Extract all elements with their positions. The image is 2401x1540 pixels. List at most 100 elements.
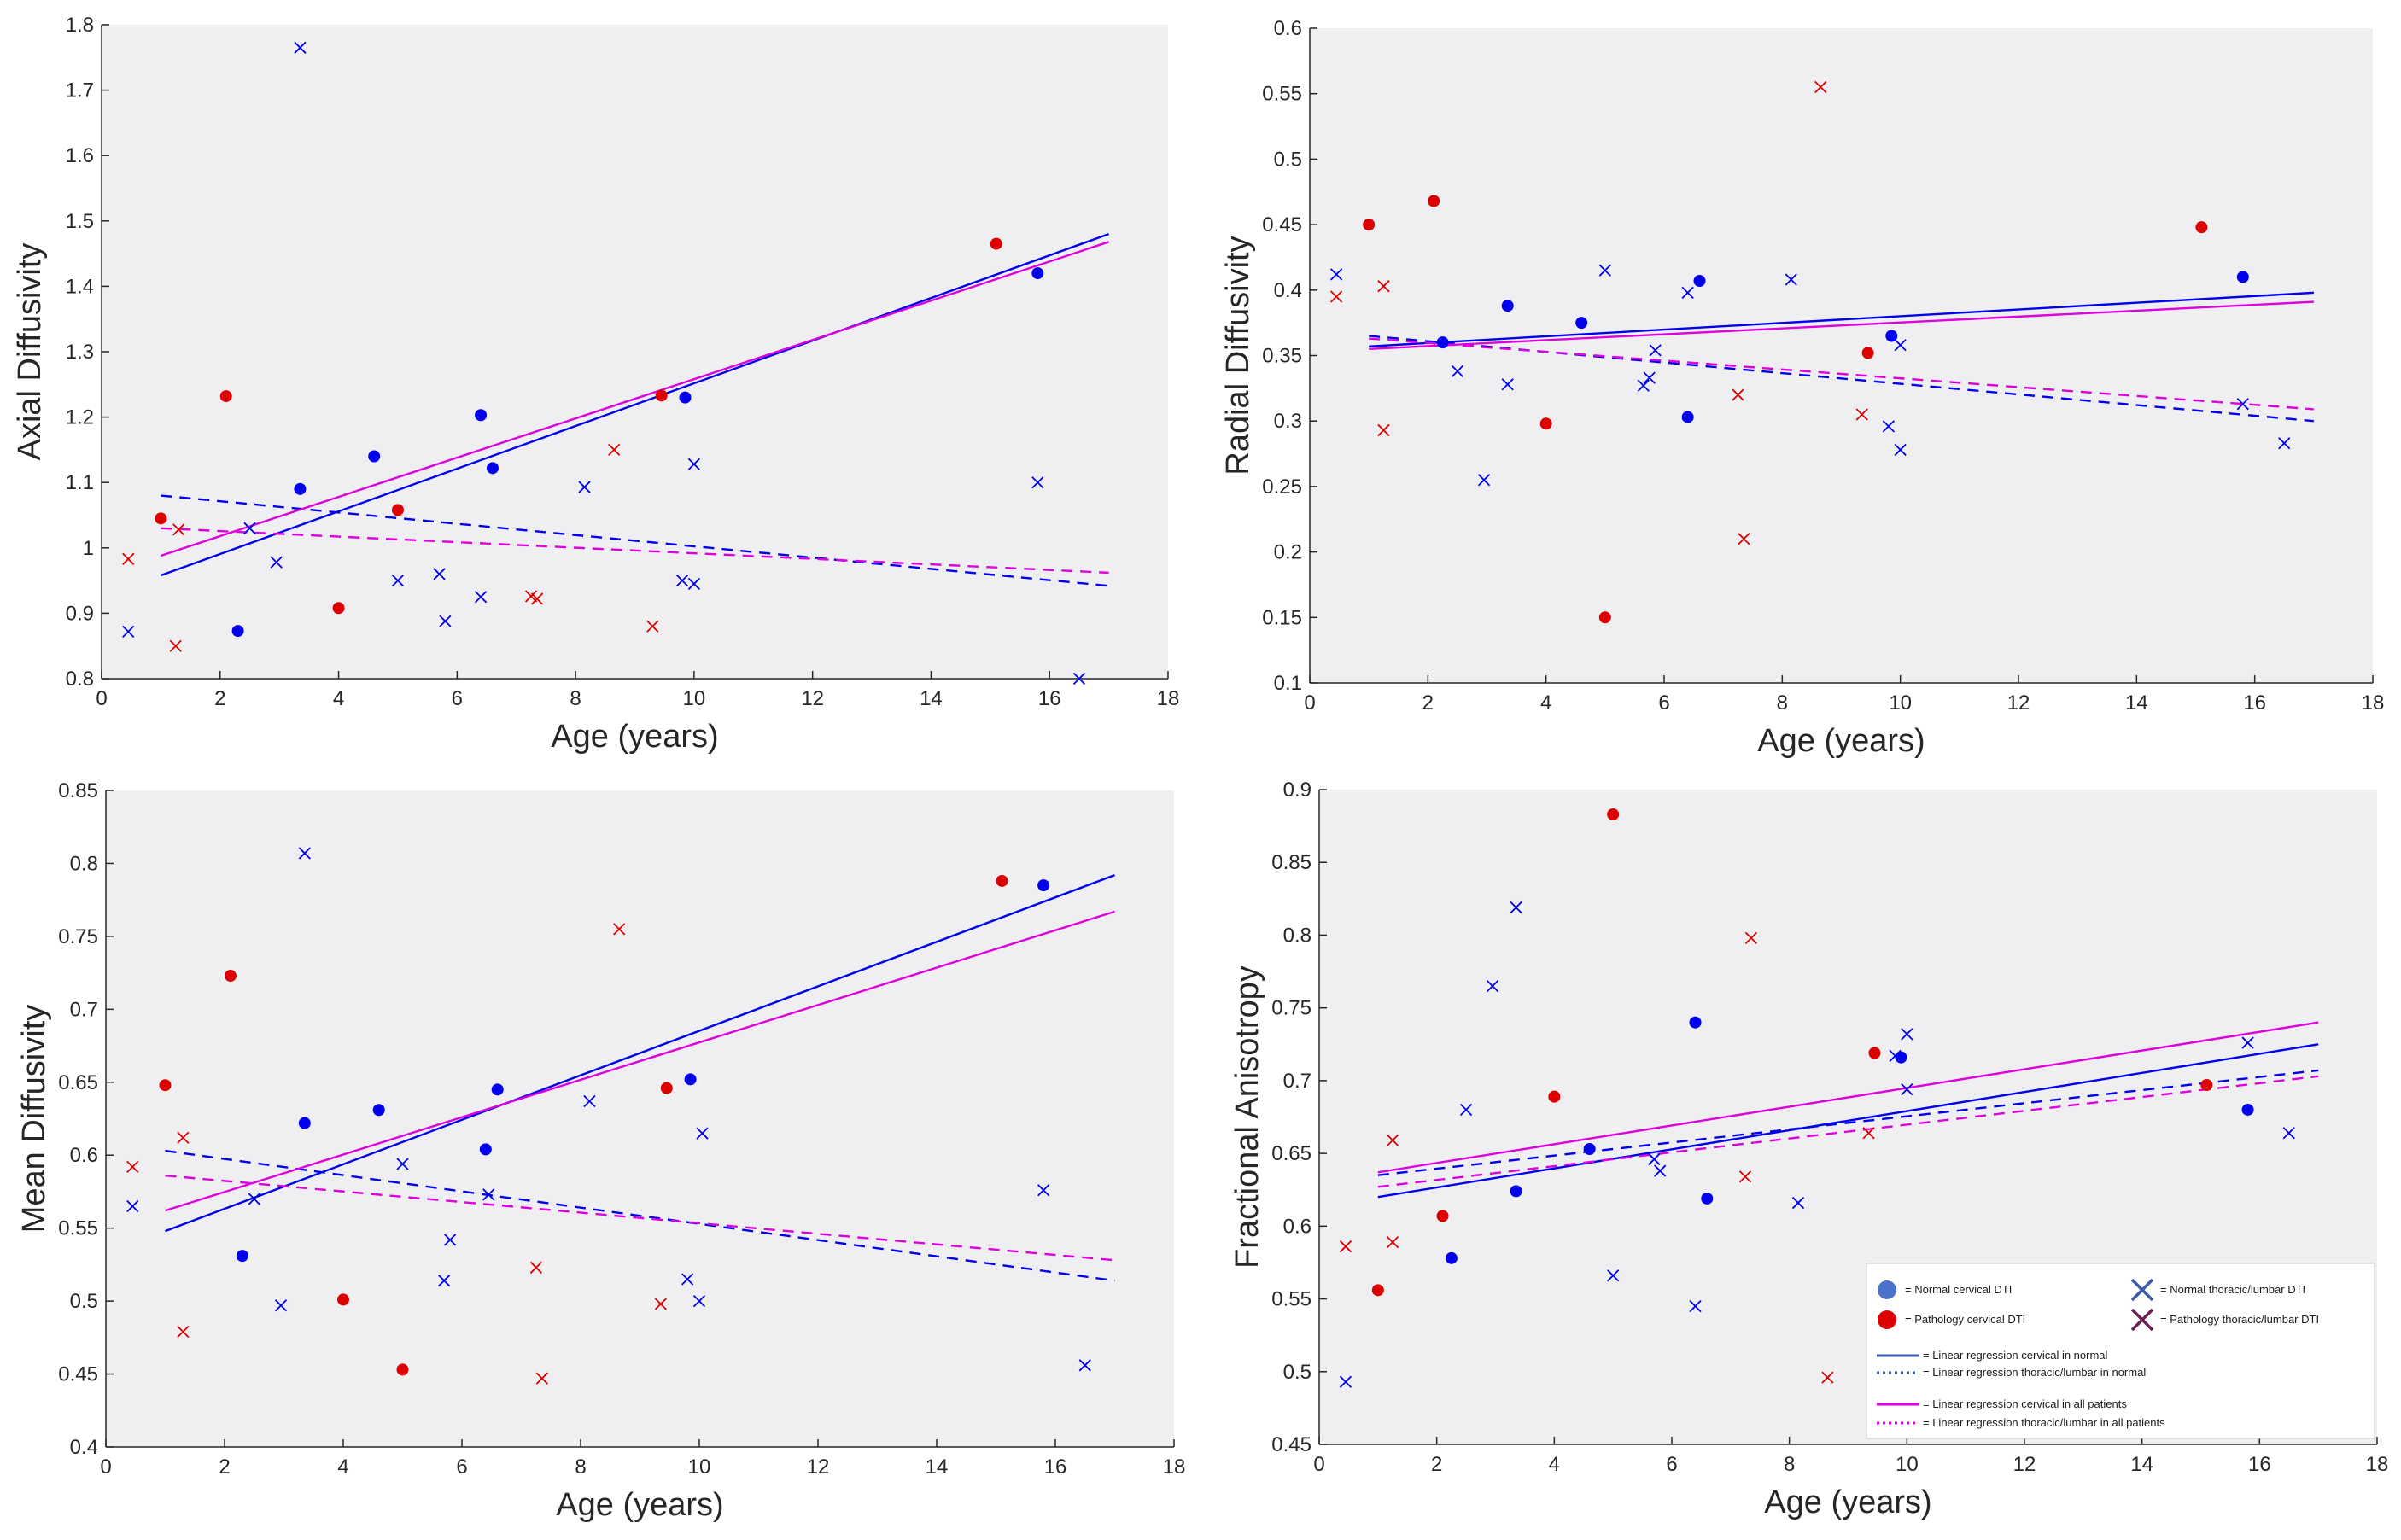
legend-x-icon: [2130, 1278, 2154, 1302]
y-tick-label: 1.8: [66, 14, 94, 37]
data-point-x: [654, 1298, 667, 1310]
data-point-x: [1732, 388, 1744, 401]
legend-item: = Normal cervical DTI: [1878, 1280, 2012, 1299]
x-tick-label: 18: [1163, 1455, 1186, 1479]
data-point-x: [1689, 1299, 1702, 1313]
data-point-x: [1654, 1164, 1667, 1177]
data-point-x: [2241, 1036, 2254, 1049]
data-point-x: [1501, 378, 1514, 391]
data-point: [1371, 1284, 1384, 1297]
data-point-x: [243, 522, 256, 534]
y-tick-label: 0.4: [70, 1436, 98, 1459]
data-point-x: [433, 568, 446, 580]
data-point-x: [274, 1299, 288, 1312]
x-tick-label: 0: [1313, 1453, 1324, 1476]
data-point-x: [1648, 1152, 1661, 1166]
x-tick-label: 10: [688, 1455, 711, 1479]
data-point: [1681, 411, 1694, 423]
data-point: [294, 482, 307, 495]
x-tick-label: 2: [1422, 691, 1434, 715]
x-tick-label: 8: [1784, 1453, 1795, 1476]
data-point-x: [1882, 420, 1895, 433]
data-point: [155, 512, 167, 525]
y-tick-label: 0.25: [1262, 475, 1302, 499]
data-point-x: [613, 923, 626, 936]
x-tick-label: 8: [575, 1455, 586, 1479]
data-point-x: [1339, 1240, 1352, 1253]
data-point-x: [298, 847, 311, 860]
y-tick-label: 0.15: [1262, 606, 1302, 629]
data-point-x: [396, 1158, 409, 1170]
legend-item: = Pathology cervical DTI: [1878, 1310, 2025, 1329]
plot-area: [1310, 28, 2373, 683]
y-tick-label: 0.45: [1271, 1433, 1311, 1456]
data-point-x: [122, 552, 135, 565]
data-point-x: [126, 1199, 139, 1213]
y-tick-label: 0.55: [1271, 1288, 1311, 1311]
y-tick-label: 0.9: [1283, 779, 1311, 802]
data-point: [1868, 1047, 1881, 1059]
data-point-x: [1889, 1049, 1902, 1063]
x-tick-label: 4: [333, 687, 344, 710]
data-point-x: [1894, 339, 1907, 352]
data-point: [2241, 1103, 2254, 1116]
y-tick-label: 0.35: [1262, 345, 1302, 368]
x-axis-title: Age (years): [551, 719, 718, 755]
data-point-x: [474, 591, 488, 604]
y-tick-label: 0.8: [70, 852, 98, 875]
y-tick-label: 0.7: [70, 998, 98, 1021]
data-point-x: [681, 1273, 694, 1286]
x-tick-label: 14: [2130, 1453, 2153, 1476]
data-point: [1861, 347, 1874, 359]
data-point-x: [1598, 264, 1611, 277]
data-point-x: [1738, 533, 1750, 545]
data-point-x: [1477, 474, 1491, 487]
data-point: [1539, 417, 1552, 430]
y-tick-label: 0.55: [58, 1217, 98, 1240]
legend-item: = Pathology thoracic/lumbar DTI: [2130, 1308, 2319, 1332]
data-point-x: [675, 574, 689, 587]
x-tick-label: 10: [683, 687, 706, 710]
x-tick-label: 12: [2007, 691, 2030, 715]
data-point-x: [2278, 437, 2291, 450]
y-tick-label: 1.6: [66, 144, 94, 167]
data-point: [1428, 195, 1440, 207]
x-tick-label: 16: [2243, 691, 2266, 715]
legend-dot-icon: [1878, 1310, 1896, 1329]
x-tick-label: 4: [1549, 1453, 1560, 1476]
x-tick-label: 8: [1777, 691, 1788, 715]
y-tick-label: 1.7: [66, 79, 94, 102]
data-point: [231, 625, 244, 638]
data-point-x: [1339, 1375, 1352, 1388]
legend-item: = Linear regression thoracic/lumbar in n…: [1877, 1366, 2146, 1379]
x-tick-label: 6: [452, 687, 463, 710]
data-point-x: [608, 443, 621, 457]
legend-label: = Normal cervical DTI: [1905, 1283, 2012, 1296]
data-point-x: [1078, 1359, 1091, 1372]
data-point-x: [529, 1261, 543, 1274]
data-point: [337, 1293, 349, 1306]
data-point-x: [482, 1188, 495, 1201]
data-point-x: [294, 41, 307, 54]
x-tick-label: 2: [1431, 1453, 1442, 1476]
y-tick-label: 1.2: [66, 406, 94, 429]
y-tick-label: 0.6: [1274, 17, 1302, 40]
data-point: [1607, 808, 1620, 820]
data-point-x: [1814, 80, 1827, 94]
data-point-x: [1791, 1196, 1805, 1210]
data-point-x: [122, 625, 135, 638]
data-point-x: [1072, 672, 1086, 685]
data-point: [1037, 879, 1050, 892]
legend: = Normal cervical DTI = Normal thoracic/l…: [1866, 1263, 2375, 1439]
data-point: [479, 1143, 492, 1156]
x-tick-label: 0: [100, 1455, 111, 1479]
data-point: [1510, 1185, 1522, 1198]
data-point-x: [443, 1234, 457, 1246]
y-tick-label: 1: [83, 537, 94, 560]
data-point: [1548, 1090, 1561, 1103]
x-tick-label: 0: [96, 687, 107, 710]
data-point-x: [177, 1131, 190, 1144]
y-tick-label: 0.8: [66, 668, 94, 691]
x-tick-label: 18: [1157, 687, 1180, 710]
data-point: [2236, 271, 2249, 283]
